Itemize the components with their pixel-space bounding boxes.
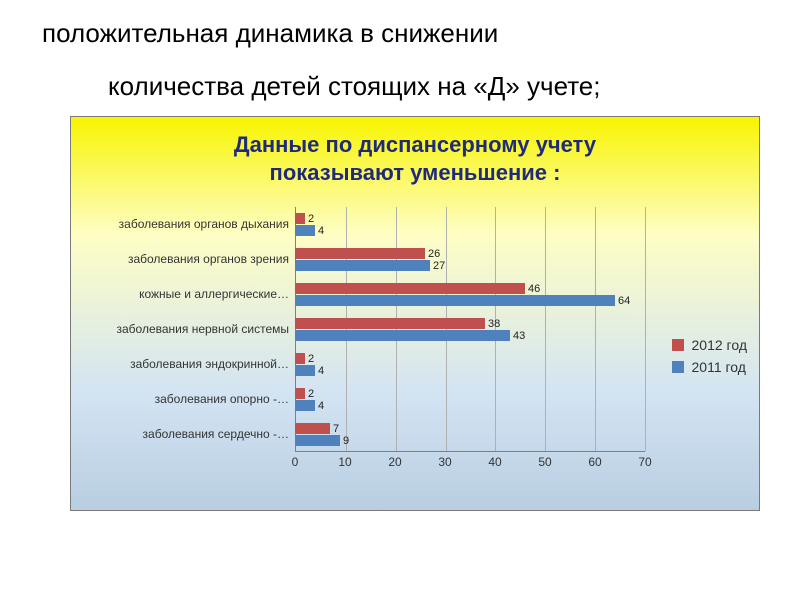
x-tick-label: 20 (388, 455, 401, 469)
legend-item-2012: 2012 год (672, 337, 747, 353)
headline-line-1: положительная динамика в снижении (42, 18, 800, 49)
bar-value-label: 64 (618, 295, 630, 307)
x-tick-label: 30 (438, 455, 451, 469)
legend-item-2011: 2011 год (672, 359, 747, 375)
x-axis-ticks: 010203040506070 (295, 455, 645, 475)
bar-value-label: 2 (308, 388, 314, 400)
x-tick-label: 40 (488, 455, 501, 469)
bar-value-label: 2 (308, 353, 314, 365)
bar (295, 295, 615, 306)
plot-area: 24262746643843242479 010203040506070 (295, 207, 645, 487)
legend: 2012 год 2011 год (672, 337, 747, 381)
bar-value-label: 2 (308, 213, 314, 225)
y-label: заболевания эндокринной… (85, 347, 295, 382)
x-tick-label: 60 (588, 455, 601, 469)
y-label: заболевания органов дыхания (85, 207, 295, 242)
legend-swatch-2011 (672, 361, 684, 373)
bar-value-label: 4 (318, 400, 324, 412)
bar-value-label: 26 (428, 248, 440, 260)
chart-title: Данные по диспансерному учету показывают… (71, 117, 759, 186)
y-label: заболевания сердечно -… (85, 417, 295, 452)
bar (295, 353, 305, 364)
bar-value-label: 4 (318, 225, 324, 237)
legend-label-2012: 2012 год (692, 337, 747, 353)
bar (295, 423, 330, 434)
legend-label-2011: 2011 год (692, 359, 746, 375)
plot-wrap: заболевания органов дыханиязаболевания о… (85, 207, 645, 487)
bar (295, 283, 525, 294)
bar-value-label: 46 (528, 283, 540, 295)
chart-title-line-2: показывают уменьшение : (270, 160, 561, 185)
bar (295, 213, 305, 224)
bar-value-label: 43 (513, 330, 525, 342)
chart-card: Данные по диспансерному учету показывают… (70, 116, 760, 511)
y-label: заболевания органов зрения (85, 242, 295, 277)
bar (295, 365, 315, 376)
x-tick-label: 50 (538, 455, 551, 469)
bar (295, 330, 510, 341)
bar (295, 248, 425, 259)
bar-value-label: 9 (343, 435, 349, 447)
bar-value-label: 38 (488, 318, 500, 330)
y-label: заболевания нервной системы (85, 312, 295, 347)
headline-line-2: количества детей стоящих на «Д» учете; (108, 71, 800, 102)
x-tick-label: 10 (338, 455, 351, 469)
bar (295, 318, 485, 329)
x-tick-label: 0 (292, 455, 299, 469)
bars-layer: 24262746643843242479 (295, 207, 645, 452)
chart-title-line-1: Данные по диспансерному учету (234, 132, 596, 157)
bar (295, 400, 315, 411)
legend-swatch-2012 (672, 339, 684, 351)
y-label: заболевания опорно -… (85, 382, 295, 417)
bar (295, 435, 340, 446)
bar (295, 260, 430, 271)
bar-value-label: 4 (318, 365, 324, 377)
y-label: кожные и аллергические… (85, 277, 295, 312)
slide: положительная динамика в снижении количе… (0, 0, 800, 600)
bar-value-label: 27 (433, 260, 445, 272)
y-axis-labels: заболевания органов дыханиязаболевания о… (85, 207, 295, 452)
bar-value-label: 7 (333, 423, 339, 435)
bar (295, 388, 305, 399)
bar (295, 225, 315, 236)
x-tick-label: 70 (638, 455, 651, 469)
gridline (645, 207, 646, 451)
